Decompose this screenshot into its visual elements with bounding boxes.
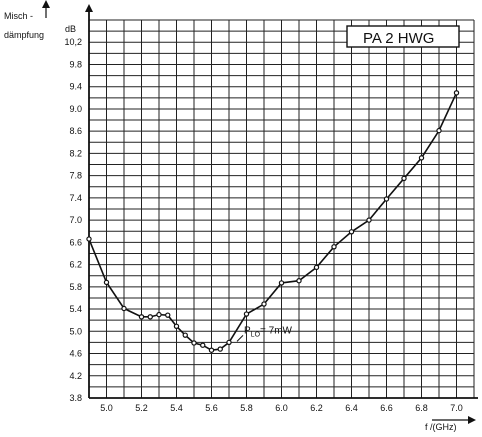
x-tick-label: 6.8 bbox=[415, 403, 428, 413]
y-tick-label: 4.6 bbox=[69, 349, 82, 359]
data-point bbox=[278, 280, 285, 286]
data-point bbox=[261, 301, 267, 307]
data-point bbox=[165, 312, 171, 318]
annotation-leader bbox=[236, 335, 244, 342]
y-tick-label: 8.6 bbox=[69, 126, 82, 136]
data-point bbox=[348, 229, 355, 235]
x-tick-label: 6.2 bbox=[310, 403, 323, 413]
data-point bbox=[182, 332, 188, 338]
y-tick-label: 6.2 bbox=[69, 260, 82, 270]
x-tick-label: 6.6 bbox=[380, 403, 393, 413]
data-point bbox=[200, 342, 206, 348]
x-tick-label: 5.6 bbox=[205, 403, 218, 413]
data-point bbox=[296, 278, 302, 284]
y-tick-label: 3.8 bbox=[69, 393, 82, 403]
y-tick-label: 7.4 bbox=[69, 193, 82, 203]
y-tick-label: 8.2 bbox=[69, 148, 82, 158]
y-tick-label: 10,2 bbox=[64, 37, 82, 47]
data-point bbox=[217, 346, 223, 352]
data-point bbox=[383, 196, 390, 202]
data-point bbox=[418, 155, 425, 161]
data-point bbox=[313, 264, 320, 271]
chart-title: PA 2 HWG bbox=[363, 30, 434, 47]
x-tick-label: 5.8 bbox=[240, 403, 253, 413]
series bbox=[86, 90, 460, 353]
data-point bbox=[436, 127, 442, 134]
grid bbox=[88, 19, 475, 399]
x-tick-label: 7.0 bbox=[450, 403, 463, 413]
x-tick-label: 5.4 bbox=[170, 403, 183, 413]
data-point bbox=[226, 339, 232, 346]
data-point bbox=[138, 314, 145, 320]
data-point bbox=[173, 323, 180, 329]
y-tick-label: 4.2 bbox=[69, 371, 82, 381]
labels: 3.8 4.2 4.6 5.0 5.4 5.8 6.2 6.6 7.0 7.4 7.8 8.2 8.6 9… bbox=[64, 37, 462, 413]
title-box bbox=[346, 25, 460, 48]
ylabel-line-1: Misch - bbox=[4, 11, 33, 21]
y-tick-label: 9.8 bbox=[69, 59, 82, 69]
x-tick-label: 5.0 bbox=[100, 403, 113, 413]
data-point bbox=[121, 305, 127, 312]
data-point bbox=[147, 314, 153, 320]
yunit-label: dB bbox=[65, 24, 76, 34]
ylabel-line-2: dämpfung bbox=[4, 30, 44, 40]
data-point bbox=[191, 340, 197, 346]
data-point bbox=[366, 217, 372, 223]
data-point bbox=[208, 347, 215, 353]
y-tick-label: 5.4 bbox=[69, 304, 82, 314]
data-point bbox=[401, 175, 407, 182]
axes bbox=[42, 0, 478, 424]
y-tick-label: 6.6 bbox=[69, 237, 82, 247]
data-point bbox=[331, 244, 337, 250]
x-tick-label: 6.4 bbox=[345, 403, 358, 413]
y-tick-label: 9.0 bbox=[69, 104, 82, 114]
annotation-label: PLO= 7mW bbox=[244, 325, 293, 338]
y-tick-label: 5.0 bbox=[69, 326, 82, 336]
x-tick-label: 5.2 bbox=[135, 403, 148, 413]
data-point bbox=[156, 311, 162, 318]
data-point bbox=[86, 236, 92, 242]
xlabel: f /(GHz) bbox=[425, 422, 457, 432]
y-tick-label: 7.0 bbox=[69, 215, 82, 225]
y-tick-label: 5.8 bbox=[69, 282, 82, 292]
x-tick-label: 6.0 bbox=[275, 403, 288, 413]
data-point bbox=[103, 279, 110, 286]
data-point bbox=[453, 90, 460, 96]
y-tick-label: 7.8 bbox=[69, 171, 82, 181]
y-tick-label: 9.4 bbox=[69, 82, 82, 92]
data-point bbox=[243, 311, 250, 317]
